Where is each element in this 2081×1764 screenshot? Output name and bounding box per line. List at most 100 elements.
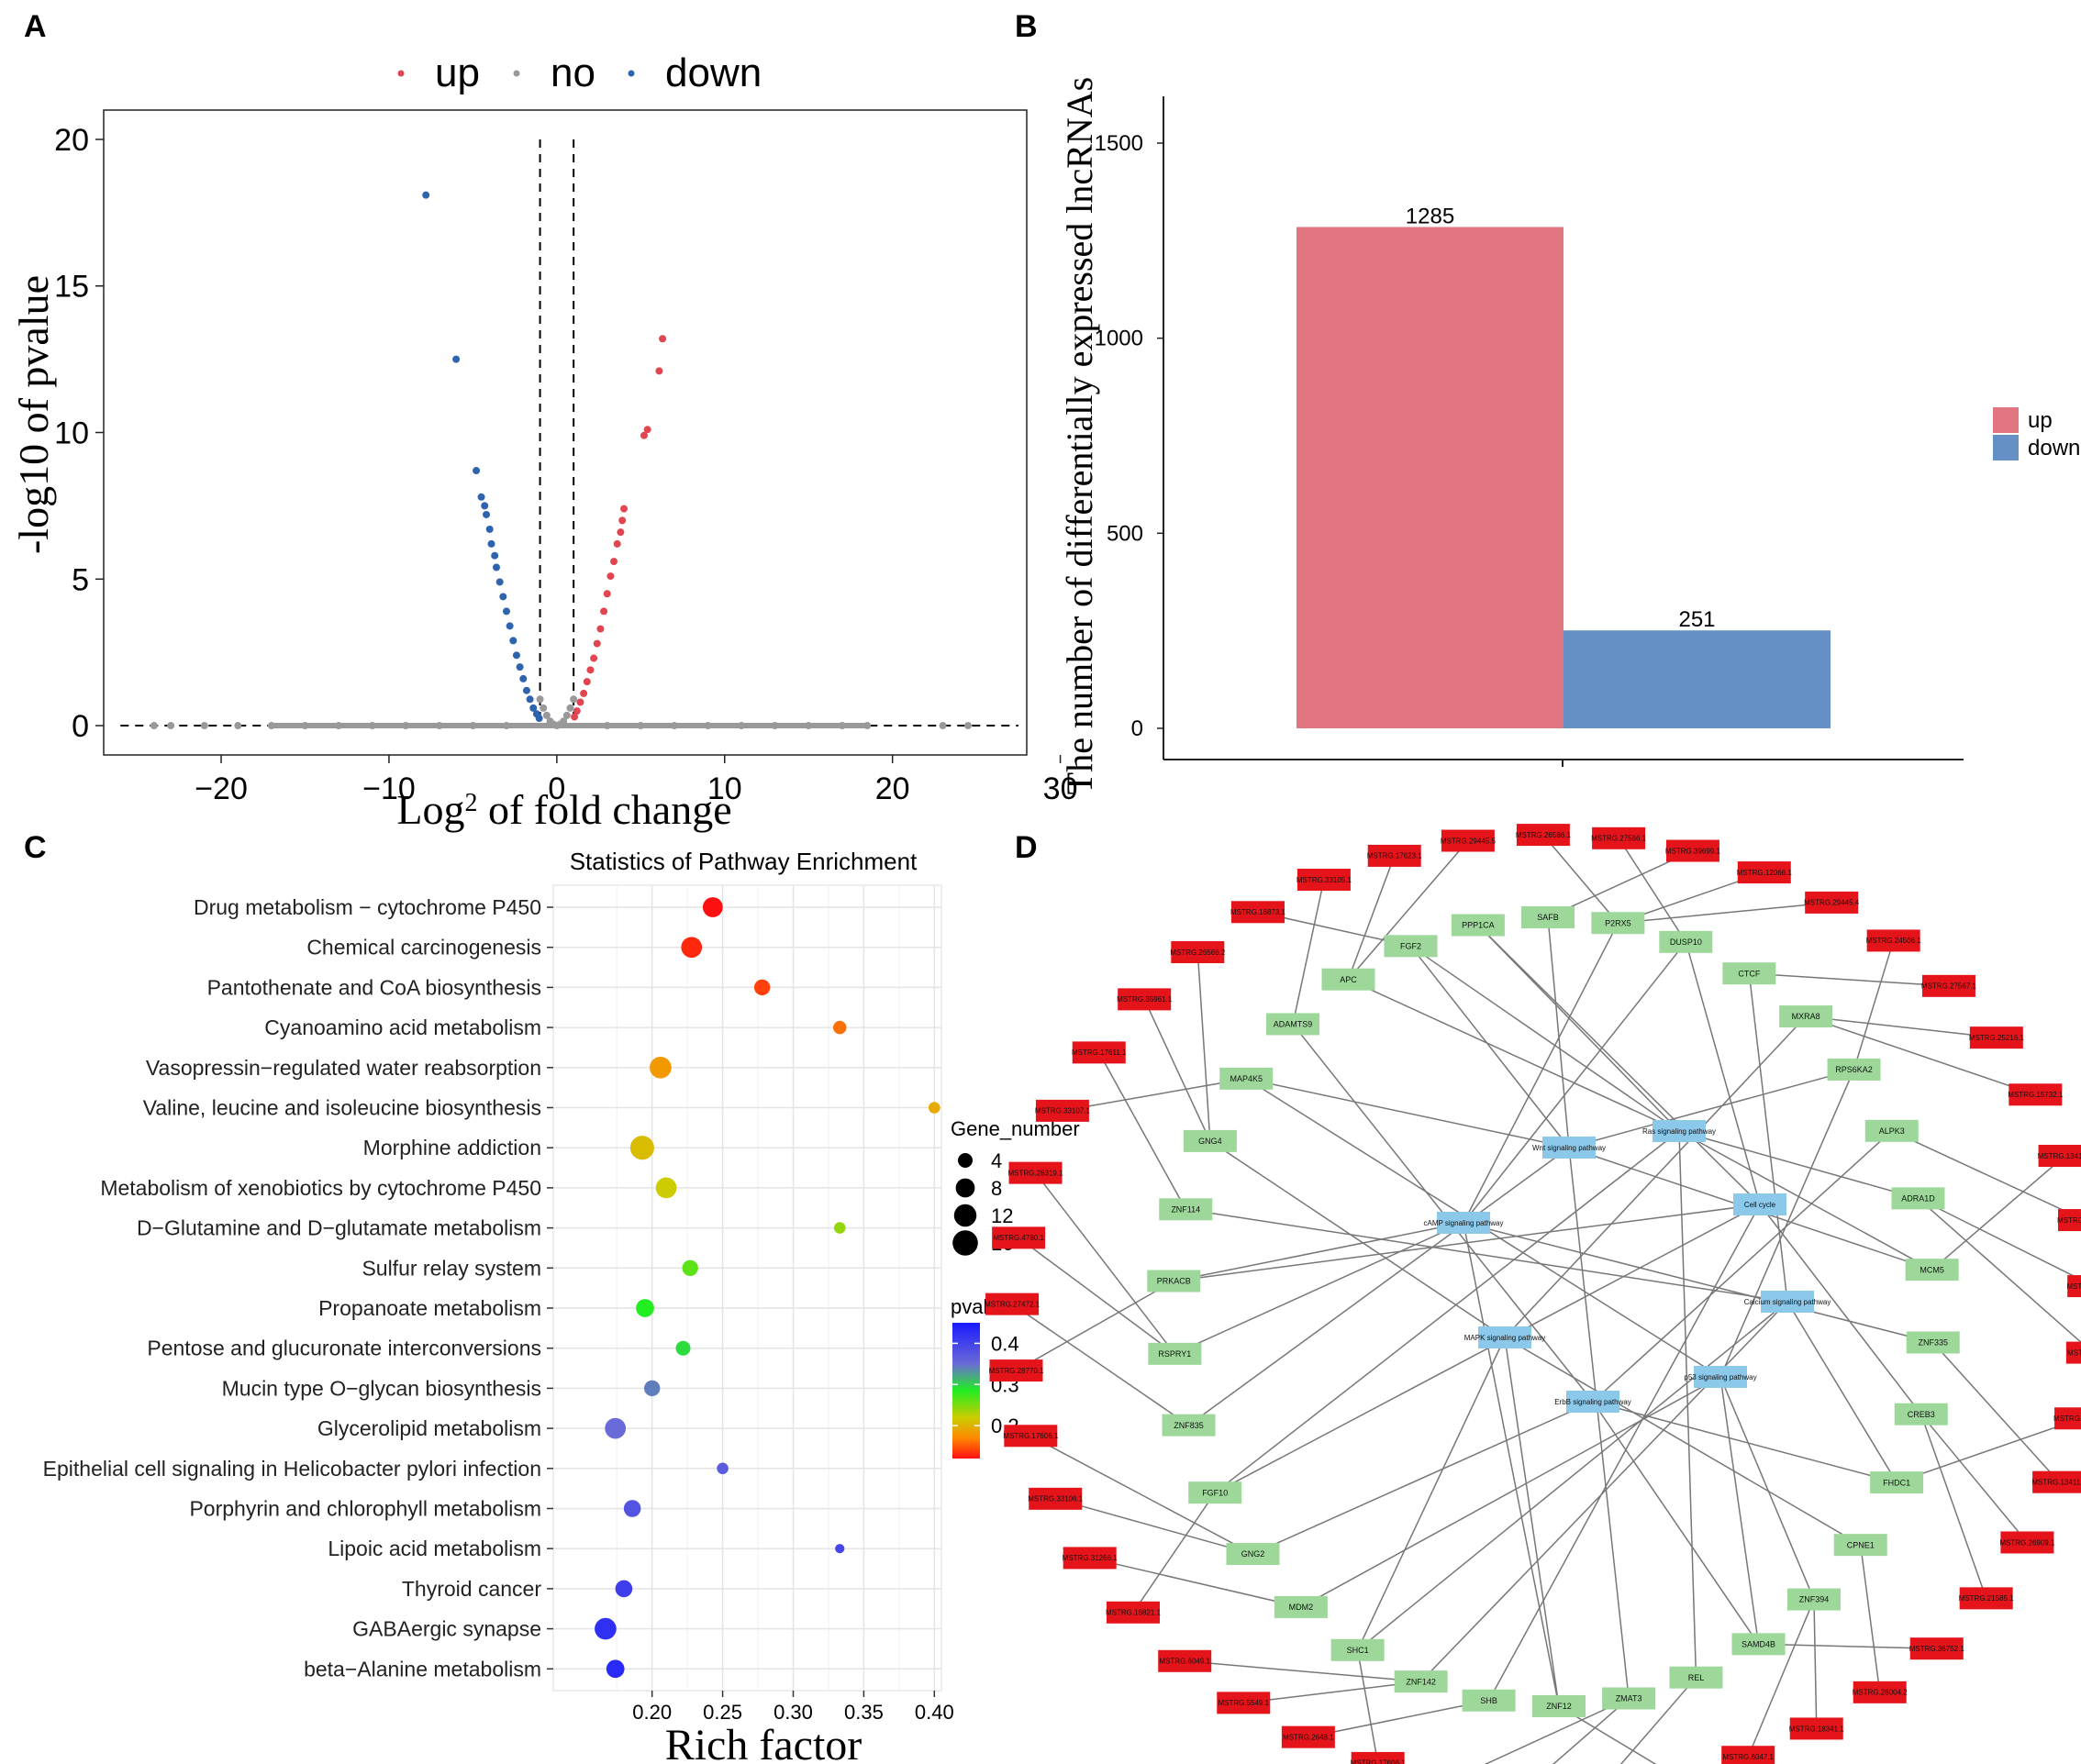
gene-node: [1864, 1119, 1919, 1142]
lncrna-node-label: MSTRG.2648.1: [1283, 1733, 1334, 1741]
pathway-label: Thyroid cancer: [402, 1577, 541, 1601]
pathway-node-label: cAMP signaling pathway: [1423, 1219, 1503, 1227]
gene-node-label: ZMAT3: [1616, 1694, 1642, 1703]
gene-node-label: MCM5: [1920, 1265, 1944, 1274]
volcano-point-no: [566, 704, 574, 712]
volcano-point-up: [643, 426, 651, 434]
lncrna-node: [2009, 1083, 2063, 1106]
network-edge: [1758, 1643, 1937, 1649]
volcano-points: [150, 191, 972, 730]
volcano-point-down: [473, 467, 481, 475]
lncrna-node-label: MSTRG.33107.1: [1035, 1107, 1091, 1115]
volcano-point-down: [422, 191, 430, 199]
gene-node-label: GNG4: [1198, 1137, 1222, 1146]
volcano-point-up: [640, 431, 648, 439]
gene-node-label: CREB3: [1908, 1410, 1935, 1419]
gene-node: [1226, 1543, 1280, 1566]
volcano-point-up: [596, 625, 605, 633]
pathway-node: [1542, 1137, 1596, 1159]
network-edge: [1132, 1492, 1216, 1614]
network-edge: [1463, 941, 1686, 1224]
network-edge: [1813, 1599, 1818, 1729]
volcano-point-no: [536, 695, 544, 704]
volcano-point-up: [573, 707, 581, 716]
volcano-point-no: [540, 704, 548, 712]
pathway-point: [682, 1259, 698, 1276]
gene-number-legend-marker: [955, 1178, 975, 1198]
network-edge: [1547, 916, 1570, 1148]
pathway-label: Lipoic acid metabolism: [328, 1537, 541, 1560]
volcano-point-no: [738, 722, 746, 730]
gene-node-label: ZNF394: [1799, 1595, 1830, 1604]
gene-node: [1394, 1670, 1448, 1693]
network-edge: [1759, 1204, 1922, 1415]
bar-chart: 0 500 1000 1500 1285 251 The number of diffe…: [1059, 77, 2080, 794]
pathway-node: [1761, 1291, 1814, 1313]
panel-label-d: D: [1015, 830, 1038, 865]
volcano-point-no: [771, 722, 779, 730]
lncrna-node: [1737, 861, 1791, 884]
gene-node-label: ZNF12: [1546, 1702, 1572, 1711]
lncrna-node-label: MSTRG.4780.1: [993, 1234, 1044, 1242]
network-edge: [1786, 1301, 1897, 1483]
network-edge: [1918, 1197, 2081, 1281]
volcano-y-tick-label: 10: [54, 416, 89, 451]
gene-node-label: SAFB: [1537, 913, 1559, 922]
gene-node: [1462, 1689, 1516, 1712]
pathway-point: [605, 1417, 627, 1439]
network-edge: [1860, 1545, 1881, 1692]
volcano-point-no: [402, 722, 410, 730]
pathway-x-tick-label: 0.40: [915, 1701, 954, 1724]
bar-y-ticks: 0 500 1000 1500: [1095, 131, 1163, 741]
lncrna-node: [1969, 1026, 2023, 1049]
lncrna-node-label: MSTRG.6049.1: [1159, 1658, 1210, 1666]
bar-down: [1564, 630, 1831, 728]
volcano-point-up: [593, 639, 601, 648]
network-edge: [1463, 1222, 1933, 1344]
pathway-label: Sulfur relay system: [362, 1256, 541, 1280]
volcano-point-no: [560, 717, 568, 726]
lncrna-node: [1281, 1725, 1335, 1748]
volcano-point-down: [522, 686, 530, 694]
volcano-point-up: [617, 528, 625, 537]
gene-number-legend-label: 8: [991, 1177, 1002, 1200]
gene-node: [1786, 1588, 1841, 1611]
legend-no-marker: [513, 70, 520, 77]
volcano-x-tick-label: 30: [1043, 771, 1078, 806]
lncrna-node-label: MSTRG.8549.1: [2067, 1348, 2081, 1357]
gene-node: [1731, 1633, 1786, 1656]
volcano-point-no: [637, 722, 645, 730]
legend-no-label: no: [551, 50, 595, 95]
volcano-point-up: [603, 590, 611, 598]
volcano-x-tick-label: 10: [707, 771, 742, 806]
network-edge: [1016, 1280, 1174, 1371]
network-edge: [1747, 1599, 1815, 1758]
network-edge: [1558, 1705, 1657, 1764]
bar-legend-down-label: down: [2028, 436, 2080, 460]
network-nodes: MSTRG.27566.1 MSTRG.39699.1 MSTRG.12066.1 M…: [985, 824, 2081, 1764]
bar-y-label: The number of differentially expressed l…: [1059, 77, 1100, 794]
gene-node-label: CPNE1: [1847, 1540, 1875, 1549]
network-edge: [1891, 1130, 2081, 1220]
network-edge: [1143, 999, 1211, 1142]
lncrna-node: [1063, 1547, 1117, 1570]
network-edge: [1409, 945, 1570, 1148]
pathway-label: Metabolism of xenobiotics by cytochrome …: [100, 1176, 541, 1200]
network-edge: [1214, 1130, 1680, 1493]
pathway-label: Epithelial cell signaling in Helicobacte…: [43, 1457, 541, 1481]
bar-bars: 1285 251: [1296, 204, 1831, 728]
network-edge: [1547, 849, 1694, 918]
network-edge: [1011, 1304, 1189, 1426]
network-edge: [1932, 1342, 2060, 1483]
lncrna-node: [1805, 891, 1859, 914]
volcano-plot-area: [103, 109, 1028, 756]
lncrna-node-label: MSTRG.17611.1: [1072, 1048, 1127, 1057]
pathway-label: Pantothenate and CoA biosynthesis: [207, 975, 541, 999]
lncrna-node: [1367, 844, 1421, 867]
lncrna-node: [1296, 869, 1351, 892]
lncrna-node: [2058, 1209, 2081, 1232]
pathway-label: Cyanoamino acid metabolism: [264, 1015, 541, 1039]
volcano-point-no: [542, 711, 551, 719]
volcano-point-no: [150, 722, 158, 730]
network-edge: [1018, 1237, 1175, 1355]
